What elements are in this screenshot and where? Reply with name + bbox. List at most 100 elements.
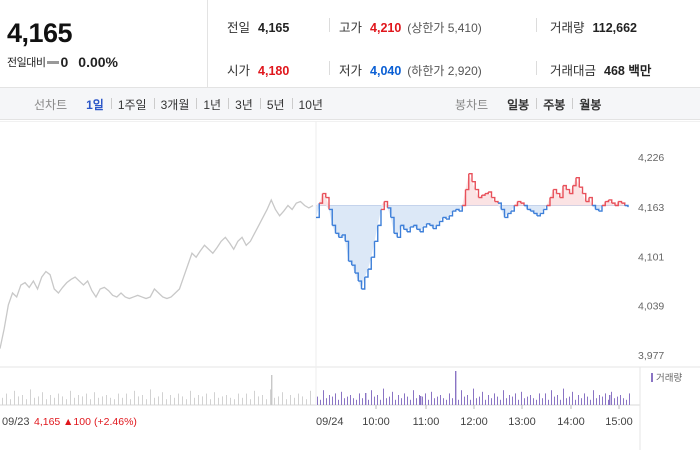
prev-day-price-line — [0, 198, 314, 349]
volume-bar — [420, 396, 422, 405]
today-price-segment — [507, 211, 512, 215]
volume-bar — [306, 399, 307, 405]
x-tick-label: 15:00 — [605, 416, 633, 428]
volume-bar — [290, 395, 291, 405]
volume-bar — [566, 398, 567, 405]
stat-prev: 전일 4,165 — [227, 17, 289, 36]
tab-1w[interactable]: 1주일 — [110, 96, 154, 113]
stat-high-label: 고가 — [339, 21, 363, 35]
volume-bar — [434, 398, 435, 405]
prev-day-close: 4,165 — [34, 416, 60, 428]
volume-bar — [527, 396, 528, 405]
y-tick-label: 4,101 — [638, 251, 664, 263]
volume-bar — [437, 396, 438, 405]
stat-volume-value: 112,662 — [592, 21, 638, 35]
current-price: 4,165 — [7, 18, 73, 48]
volume-bar — [274, 397, 275, 405]
volume-bar — [54, 397, 55, 405]
today-price-segment — [342, 234, 346, 242]
today-price-segment — [413, 224, 418, 230]
volume-bar — [476, 398, 477, 405]
volume-bar — [380, 399, 381, 405]
volume-bar — [22, 395, 23, 405]
volume-bar — [416, 398, 417, 405]
below-baseline-fill — [316, 205, 628, 289]
intraday-price-chart: 4,226 4,163 4,101 4,039 3,977 거래량 09/23 … — [0, 121, 700, 450]
volume-bar — [338, 399, 339, 405]
today-price-segment — [429, 224, 434, 229]
volume-bar — [118, 393, 119, 405]
volume-bar — [218, 397, 219, 405]
tab-monthly-candle[interactable]: 월봉 — [572, 96, 608, 113]
today-price-segment — [520, 202, 525, 206]
stat-prev-value: 4,165 — [258, 21, 290, 35]
today-price-segment — [358, 280, 363, 289]
volume-bar — [320, 399, 321, 405]
volume-legend-label: 거래량 — [656, 372, 682, 384]
volume-bar — [10, 399, 11, 405]
volume-bar — [548, 399, 549, 405]
volume-bar — [344, 398, 345, 405]
volume-bar — [238, 393, 239, 405]
volume-bar — [94, 392, 95, 405]
volume-bar — [146, 399, 147, 405]
volume-bar — [182, 396, 183, 405]
volume-bar — [554, 396, 555, 405]
today-price-segment — [364, 269, 369, 278]
today-price-segment — [338, 234, 343, 239]
volume-bar — [74, 397, 75, 405]
today-price-segment — [400, 224, 405, 230]
volume-bar — [122, 397, 123, 405]
volume-bar — [485, 399, 486, 405]
volume-bar — [6, 393, 7, 405]
volume-bar — [206, 393, 207, 405]
volume-bar — [560, 399, 561, 405]
volume-bar — [374, 396, 375, 405]
volume-bar — [62, 396, 63, 405]
volume-bar — [347, 396, 348, 405]
today-price-segment — [527, 208, 532, 212]
volume-bar — [82, 396, 83, 405]
volume-bar — [66, 399, 67, 405]
volume-bar — [298, 393, 299, 405]
today-price-segment — [504, 213, 509, 219]
tab-5y[interactable]: 5년 — [259, 96, 292, 113]
today-price-segment — [566, 188, 571, 194]
volume-bar — [551, 390, 552, 405]
tab-daily-candle[interactable]: 일봉 — [507, 97, 530, 112]
volume-bar — [629, 393, 630, 405]
today-price-segment — [602, 201, 606, 207]
today-price-segment — [390, 216, 395, 234]
divider — [536, 61, 537, 75]
tab-3m[interactable]: 3개월 — [153, 96, 197, 113]
tab-10y[interactable]: 10년 — [291, 96, 330, 113]
today-date: 09/24 — [316, 416, 344, 428]
today-price-segment — [465, 173, 470, 191]
volume-bar — [443, 398, 444, 405]
tab-3y[interactable]: 3년 — [228, 96, 260, 113]
stat-low: 저가 4,040 (하한가 2,920) — [339, 60, 482, 79]
volume-bar — [488, 395, 489, 405]
tab-weekly-candle[interactable]: 주봉 — [536, 96, 572, 113]
volume-bar — [353, 398, 354, 405]
price-lines — [0, 172, 629, 349]
volume-bar — [326, 398, 327, 405]
volume-bar — [500, 399, 501, 405]
volume-bar — [230, 397, 231, 405]
today-price-segment — [621, 202, 626, 206]
tab-1y[interactable]: 1년 — [196, 96, 228, 113]
tab-1d[interactable]: 1일 — [86, 97, 104, 112]
x-tick-label: 10:00 — [362, 416, 390, 428]
today-price-segment — [592, 204, 597, 210]
volume-bar — [222, 396, 223, 405]
volume-bar — [458, 399, 459, 405]
volume-bar — [254, 390, 255, 405]
volume-bar — [470, 399, 471, 405]
y-axis: 4,226 4,163 4,101 4,039 3,977 — [638, 152, 664, 362]
today-price-segment — [550, 189, 554, 199]
volume-bar — [266, 399, 267, 405]
today-price-segment — [381, 201, 385, 211]
today-price-segment — [501, 208, 506, 218]
volume-bar — [596, 398, 597, 405]
volume-bar — [425, 393, 426, 405]
